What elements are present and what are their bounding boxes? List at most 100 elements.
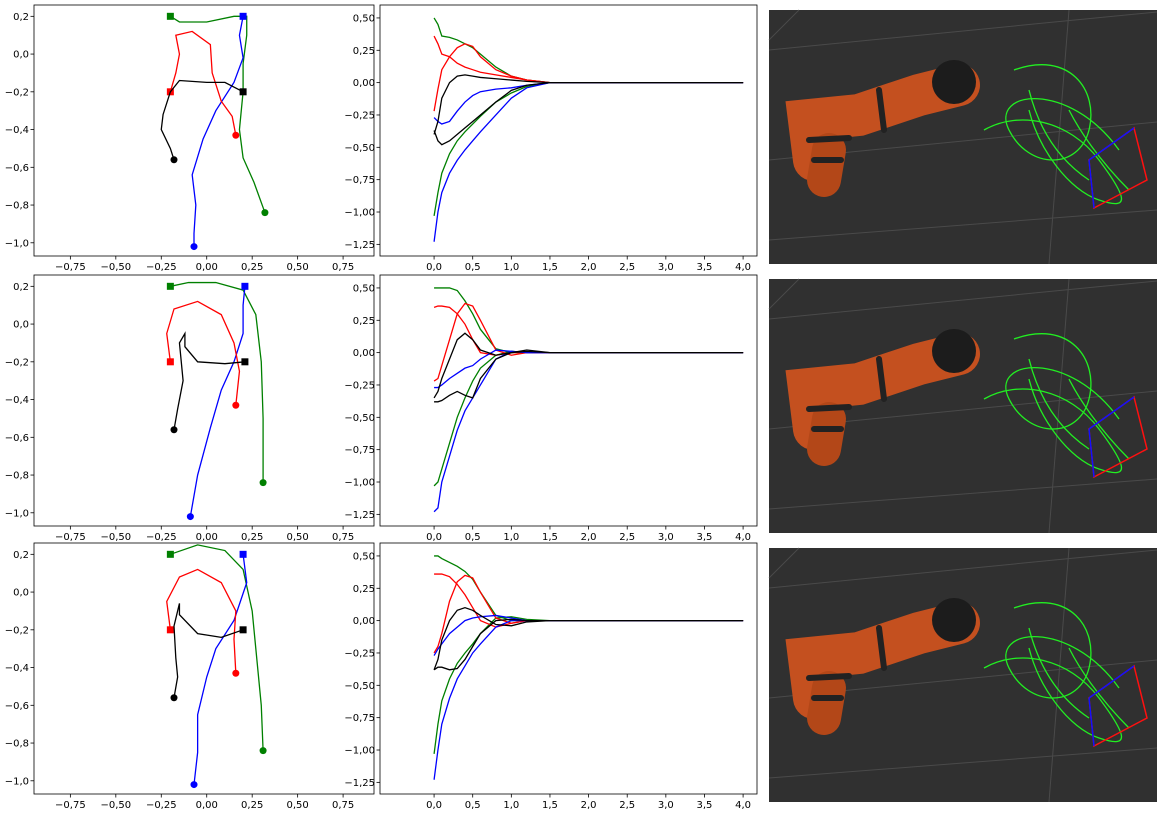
y-tick-label: 0,50 xyxy=(353,13,375,24)
y-tick-label: −0,2 xyxy=(5,625,29,636)
series-line xyxy=(173,331,245,430)
series-line xyxy=(166,568,237,674)
y-tick-label: 0,00 xyxy=(353,616,375,627)
y-tick-label: −0,6 xyxy=(5,701,29,712)
x-tick-label: 0,00 xyxy=(196,262,218,273)
series-line xyxy=(433,305,744,356)
end-marker xyxy=(232,131,240,139)
y-tick-label: −1,0 xyxy=(5,776,29,787)
end-marker xyxy=(170,426,178,434)
x-tick-label: 0,25 xyxy=(241,262,263,273)
y-tick-label: −0,50 xyxy=(344,413,375,424)
series-line xyxy=(433,614,744,656)
series-line xyxy=(189,286,246,517)
series-line xyxy=(169,30,237,136)
plot-frame xyxy=(379,542,758,795)
y-tick-label: 0,00 xyxy=(353,78,375,89)
y-tick-label: 0,0 xyxy=(13,320,29,331)
y-tick-label: −0,75 xyxy=(344,175,375,186)
y-tick-label: −0,2 xyxy=(5,87,29,98)
series-line xyxy=(433,332,744,399)
start-marker xyxy=(241,358,249,366)
y-tick-label: 0,00 xyxy=(353,348,375,359)
y-tick-label: 0,50 xyxy=(353,551,375,562)
end-marker xyxy=(190,781,198,789)
y-tick-label: −0,25 xyxy=(344,110,375,121)
plot-frame xyxy=(33,274,375,527)
series-line xyxy=(433,302,744,382)
series-line xyxy=(433,81,744,216)
x-tick-label: −0,50 xyxy=(100,532,131,543)
series-line xyxy=(193,554,248,785)
x-tick-label: 0,5 xyxy=(465,532,481,543)
x-tick-label: −0,75 xyxy=(55,800,86,811)
x-tick-label: 4,0 xyxy=(735,532,751,543)
x-tick-label: −0,25 xyxy=(146,800,177,811)
robot-render xyxy=(769,10,1157,264)
y-tick-label: −0,8 xyxy=(5,739,29,750)
x-tick-label: 0,50 xyxy=(287,532,309,543)
y-tick-label: −0,75 xyxy=(344,713,375,724)
x-tick-label: 2,5 xyxy=(619,532,635,543)
x-tick-label: 3,0 xyxy=(658,262,674,273)
y-tick-label: −1,25 xyxy=(344,240,375,251)
y-tick-label: 0,2 xyxy=(13,12,29,23)
plot-frame xyxy=(379,4,758,257)
x-tick-label: 1,0 xyxy=(503,262,519,273)
y-tick-label: −0,4 xyxy=(5,663,29,674)
series-line xyxy=(433,81,744,146)
x-tick-label: −0,25 xyxy=(146,262,177,273)
start-marker xyxy=(166,12,174,20)
y-tick-label: 0,0 xyxy=(13,50,29,61)
start-marker xyxy=(239,12,247,20)
plot-frame xyxy=(33,542,375,795)
x-tick-label: −0,75 xyxy=(55,262,86,273)
x-tick-label: 1,5 xyxy=(542,532,558,543)
x-tick-label: 3,0 xyxy=(658,800,674,811)
y-tick-label: −0,50 xyxy=(344,143,375,154)
series-line xyxy=(433,74,744,135)
y-tick-label: −0,4 xyxy=(5,395,29,406)
series-line xyxy=(433,350,744,487)
y-tick-label: −0,2 xyxy=(5,357,29,368)
x-tick-label: 4,0 xyxy=(735,800,751,811)
series-line xyxy=(434,573,744,628)
y-tick-label: −0,50 xyxy=(344,681,375,692)
x-tick-label: 2,0 xyxy=(581,262,597,273)
y-tick-label: −0,6 xyxy=(5,163,29,174)
end-marker xyxy=(259,747,267,755)
x-tick-label: 0,25 xyxy=(241,800,263,811)
x-tick-label: 0,50 xyxy=(287,800,309,811)
series-line xyxy=(433,616,744,754)
x-tick-label: 0,50 xyxy=(287,262,309,273)
plot-frame xyxy=(33,4,375,257)
end-marker xyxy=(232,401,240,409)
x-tick-label: 1,0 xyxy=(503,532,519,543)
robot-render xyxy=(769,548,1157,802)
start-marker xyxy=(166,550,174,558)
x-tick-label: 0,0 xyxy=(426,800,442,811)
series-line xyxy=(433,619,744,780)
series-line xyxy=(166,300,241,406)
series-line xyxy=(433,81,744,242)
x-tick-label: 4,0 xyxy=(735,262,751,273)
x-tick-label: −0,50 xyxy=(100,800,131,811)
y-tick-label: 0,25 xyxy=(353,46,375,57)
series-line xyxy=(433,350,744,513)
x-tick-label: 0,5 xyxy=(465,262,481,273)
x-tick-label: 0,00 xyxy=(196,532,218,543)
series-line xyxy=(173,603,244,698)
y-tick-label: −0,8 xyxy=(5,471,29,482)
series-line xyxy=(191,16,244,247)
x-tick-label: 0,25 xyxy=(241,532,263,543)
y-tick-label: −1,0 xyxy=(5,508,29,519)
y-tick-label: 0,0 xyxy=(13,588,29,599)
x-tick-label: −0,75 xyxy=(55,532,86,543)
start-marker xyxy=(166,358,174,366)
end-marker xyxy=(190,243,198,251)
series-line xyxy=(433,574,744,654)
y-tick-label: −0,6 xyxy=(5,433,29,444)
start-marker xyxy=(241,282,249,290)
y-tick-label: 0,2 xyxy=(13,550,29,561)
